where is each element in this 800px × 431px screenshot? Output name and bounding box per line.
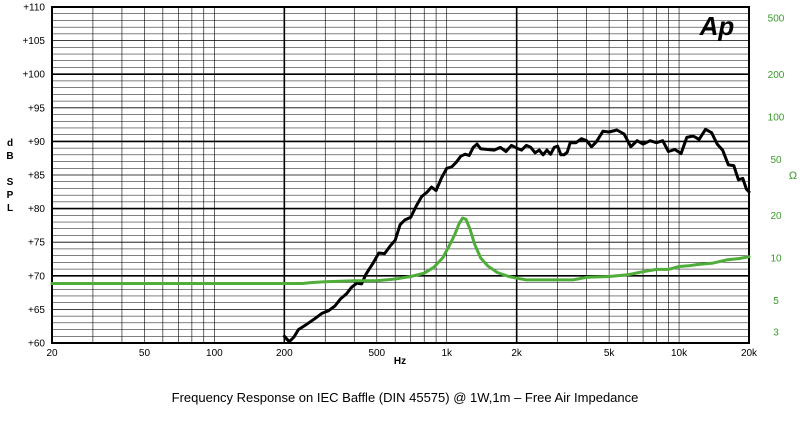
y-axis-label-char: B — [6, 151, 13, 162]
y-tick-label-left: +70 — [28, 271, 45, 282]
plot-frame — [51, 6, 750, 344]
x-tick-label: 1k — [441, 348, 453, 359]
y-tick-label-left: +65 — [28, 305, 45, 316]
spl-curve — [282, 127, 751, 344]
y-axis-label-char: L — [7, 203, 13, 214]
axis-ticks: +110 +105 +100 +95 +90 +85 +80 +75 +70 +65 +60 500 2… — [22, 3, 784, 360]
y-tick-label-left: +95 — [28, 103, 45, 114]
grid — [52, 7, 749, 343]
x-tick-label: 20 — [46, 348, 58, 359]
y-tick-label-right: 5 — [773, 296, 779, 307]
y-tick-label-left: +75 — [28, 238, 45, 249]
y-tick-label-right: 200 — [768, 70, 785, 81]
y-tick-label-left: +100 — [22, 70, 45, 81]
y-axis-label-char: d — [7, 138, 13, 149]
x-tick-label: 50 — [139, 348, 151, 359]
x-tick-label: 2k — [511, 348, 523, 359]
chart-title: Frequency Response on IEC Baffle (DIN 45… — [172, 390, 639, 405]
y-tick-label-left: +85 — [28, 171, 45, 182]
y-tick-label-left: +90 — [28, 137, 45, 148]
x-tick-label: 5k — [604, 348, 616, 359]
left-axis-label: dB SPL — [6, 138, 13, 214]
x-tick-label: 20k — [741, 348, 758, 359]
y-axis-label-char: P — [7, 190, 14, 201]
y-tick-label-left: +110 — [23, 3, 45, 14]
ap-logo: Ap — [699, 11, 735, 41]
right-axis-label: Ω — [789, 170, 797, 182]
impedance-curve — [50, 216, 751, 285]
y-tick-label-left: +60 — [28, 339, 45, 350]
y-tick-label-right: 3 — [773, 327, 779, 338]
ap-logo-text: Ap — [699, 11, 735, 41]
y-tick-label-left: +80 — [28, 204, 45, 215]
series-layer — [50, 127, 751, 344]
y-tick-label-right: 50 — [770, 155, 782, 166]
x-axis-label: Hz — [394, 356, 406, 367]
x-tick-label: 200 — [276, 348, 293, 359]
y-tick-label-right: 100 — [768, 112, 785, 123]
y-tick-label-right: 10 — [770, 254, 782, 265]
x-tick-label: 500 — [368, 348, 385, 359]
y-tick-label-right: 500 — [768, 14, 785, 25]
y-axis-label-char: S — [7, 177, 14, 188]
y-tick-label-right: 20 — [770, 211, 782, 222]
y-tick-label-left: +105 — [22, 36, 45, 47]
x-tick-label: 10k — [671, 348, 688, 359]
x-tick-label: 100 — [206, 348, 223, 359]
